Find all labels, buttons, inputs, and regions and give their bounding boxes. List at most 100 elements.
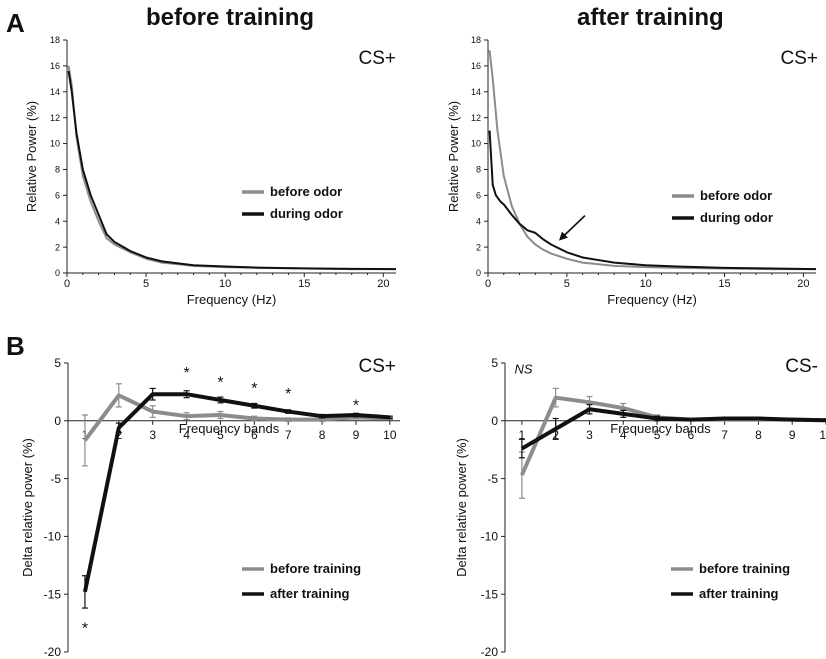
b-right-x-tick-label: 5 [654, 428, 661, 442]
b-left-significance-star: * [285, 386, 291, 403]
b-right-x-axis-label: Frequency bands [610, 421, 711, 436]
a-left-y-tick-label: 10 [50, 139, 60, 149]
b-right-y-tick-label: -20 [481, 645, 499, 659]
b-right-legend-label: before training [699, 561, 790, 576]
b-right-y-tick-label: -15 [481, 587, 499, 601]
a-left-y-tick-label: 6 [55, 190, 60, 200]
a-left-x-axis-label: Frequency (Hz) [187, 292, 277, 307]
a-right-arrow [561, 215, 586, 239]
a-left-x-tick-label: 10 [219, 278, 231, 290]
a-right-y-axis-label: Relative Power (%) [446, 101, 461, 212]
b-right-series-line-before [520, 395, 826, 476]
b-left-significance-star: * [82, 621, 88, 638]
b-right-series-line-after [520, 407, 826, 451]
b-right-x-tick-label: 1 [519, 428, 526, 442]
b-left-significance-star: * [251, 380, 257, 397]
b-left-y-tick-label: -10 [44, 530, 62, 544]
a-right-series-line-before [488, 50, 816, 271]
b-right-annotation: CS- [785, 356, 818, 377]
a-right-x-tick-label: 20 [797, 278, 809, 290]
a-right-y-tick-label: 4 [476, 216, 481, 226]
b-left-x-tick-label: 7 [285, 428, 292, 442]
b-right-y-tick-label: 0 [491, 414, 498, 428]
a-right-y-tick-label: 8 [476, 165, 481, 175]
a-right-x-tick-label: 5 [564, 278, 570, 290]
b-left-legend-label: after training [270, 586, 350, 601]
a-left-legend-label: before odor [270, 184, 342, 199]
b-right-y-tick-label: -5 [487, 472, 498, 486]
a-left-x-tick-label: 15 [298, 278, 310, 290]
a-right-arrow-head [558, 231, 568, 241]
b-right-note-ns: NS [515, 361, 533, 376]
b-left-y-tick-label: -20 [44, 645, 62, 659]
b-left-y-tick-label: 5 [54, 356, 61, 370]
b-left-x-tick-label: 4 [183, 428, 190, 442]
b-left-x-tick-label: 3 [149, 428, 156, 442]
b-left-significance-star: * [217, 374, 223, 391]
column-title-before: before training [146, 4, 315, 31]
b-right-x-tick-label: 9 [789, 428, 796, 442]
a-right-y-tick-label: 6 [476, 190, 481, 200]
b-left-y-tick-label: -15 [44, 587, 62, 601]
b-left-x-tick-label: 8 [319, 428, 326, 442]
b-left-significance-star: * [353, 398, 359, 415]
b-right-legend-label: after training [699, 586, 779, 601]
a-left-x-tick-label: 20 [377, 278, 389, 290]
a-right-x-tick-label: 15 [718, 278, 730, 290]
a-right-y-tick-label: 14 [471, 87, 481, 97]
a-right-y-tick-label: 18 [471, 35, 481, 45]
a-left-y-axis-label: Relative Power (%) [24, 101, 39, 212]
b-right-x-tick-label: 8 [755, 428, 762, 442]
a-right-y-tick-label: 0 [476, 268, 481, 278]
a-left-x-tick-label: 5 [143, 278, 149, 290]
a-right-x-tick-label: 0 [485, 278, 491, 290]
b-left-x-tick-label: 9 [353, 428, 360, 442]
b-left-legend-label: before training [270, 561, 361, 576]
b-right-x-tick-label: 6 [687, 428, 694, 442]
a-left-series-line-before [67, 65, 396, 271]
b-right-x-tick-label: 10 [819, 428, 826, 442]
a-left-x-tick-label: 0 [64, 278, 70, 290]
a-right-annotation: CS+ [781, 48, 819, 69]
a-left-y-tick-label: 8 [55, 165, 60, 175]
b-left-series-line-after [82, 392, 390, 593]
b-left-x-tick-label: 6 [251, 428, 258, 442]
a-left-y-tick-label: 16 [50, 61, 60, 71]
a-right-x-tick-label: 10 [640, 278, 652, 290]
a-left-y-tick-label: 0 [55, 268, 60, 278]
panel-letter-b: B [6, 331, 25, 361]
b-right-y-tick-label: -10 [481, 530, 499, 544]
b-left-series-line-before [83, 393, 390, 442]
a-right-y-tick-label: 2 [476, 242, 481, 252]
a-left-y-tick-label: 4 [55, 216, 60, 226]
b-left-x-tick-label: 5 [217, 428, 224, 442]
b-left-y-axis-label: Delta relative power (%) [20, 438, 35, 577]
b-left-significance-star: * [183, 365, 189, 382]
a-right-y-tick-label: 12 [471, 113, 481, 123]
a-right-series-line-after [488, 130, 817, 271]
a-left-legend-label: during odor [270, 206, 343, 221]
a-right-y-tick-label: 16 [471, 61, 481, 71]
b-right-x-tick-label: 3 [586, 428, 593, 442]
b-left-y-tick-label: 0 [54, 414, 61, 428]
a-left-series-line-after [67, 70, 397, 271]
a-left-y-tick-label: 14 [50, 87, 60, 97]
b-right-x-tick-label: 7 [721, 428, 728, 442]
a-right-legend-label: during odor [700, 210, 773, 225]
b-right-y-tick-label: 5 [491, 356, 498, 370]
a-left-annotation: CS+ [359, 48, 397, 69]
b-left-y-tick-label: -5 [50, 472, 61, 486]
b-right-y-axis-label: Delta relative power (%) [454, 438, 469, 577]
a-right-y-tick-label: 10 [471, 139, 481, 149]
a-left-y-tick-label: 12 [50, 113, 60, 123]
a-right-x-axis-label: Frequency (Hz) [607, 292, 697, 307]
a-right-legend-label: before odor [700, 188, 772, 203]
b-left-x-tick-label: 10 [383, 428, 397, 442]
b-left-annotation: CS+ [359, 356, 397, 377]
b-left-x-axis-label: Frequency bands [179, 421, 280, 436]
b-right-x-tick-label: 4 [620, 428, 627, 442]
a-left-y-tick-label: 18 [50, 35, 60, 45]
panel-letter-a: A [6, 8, 25, 38]
